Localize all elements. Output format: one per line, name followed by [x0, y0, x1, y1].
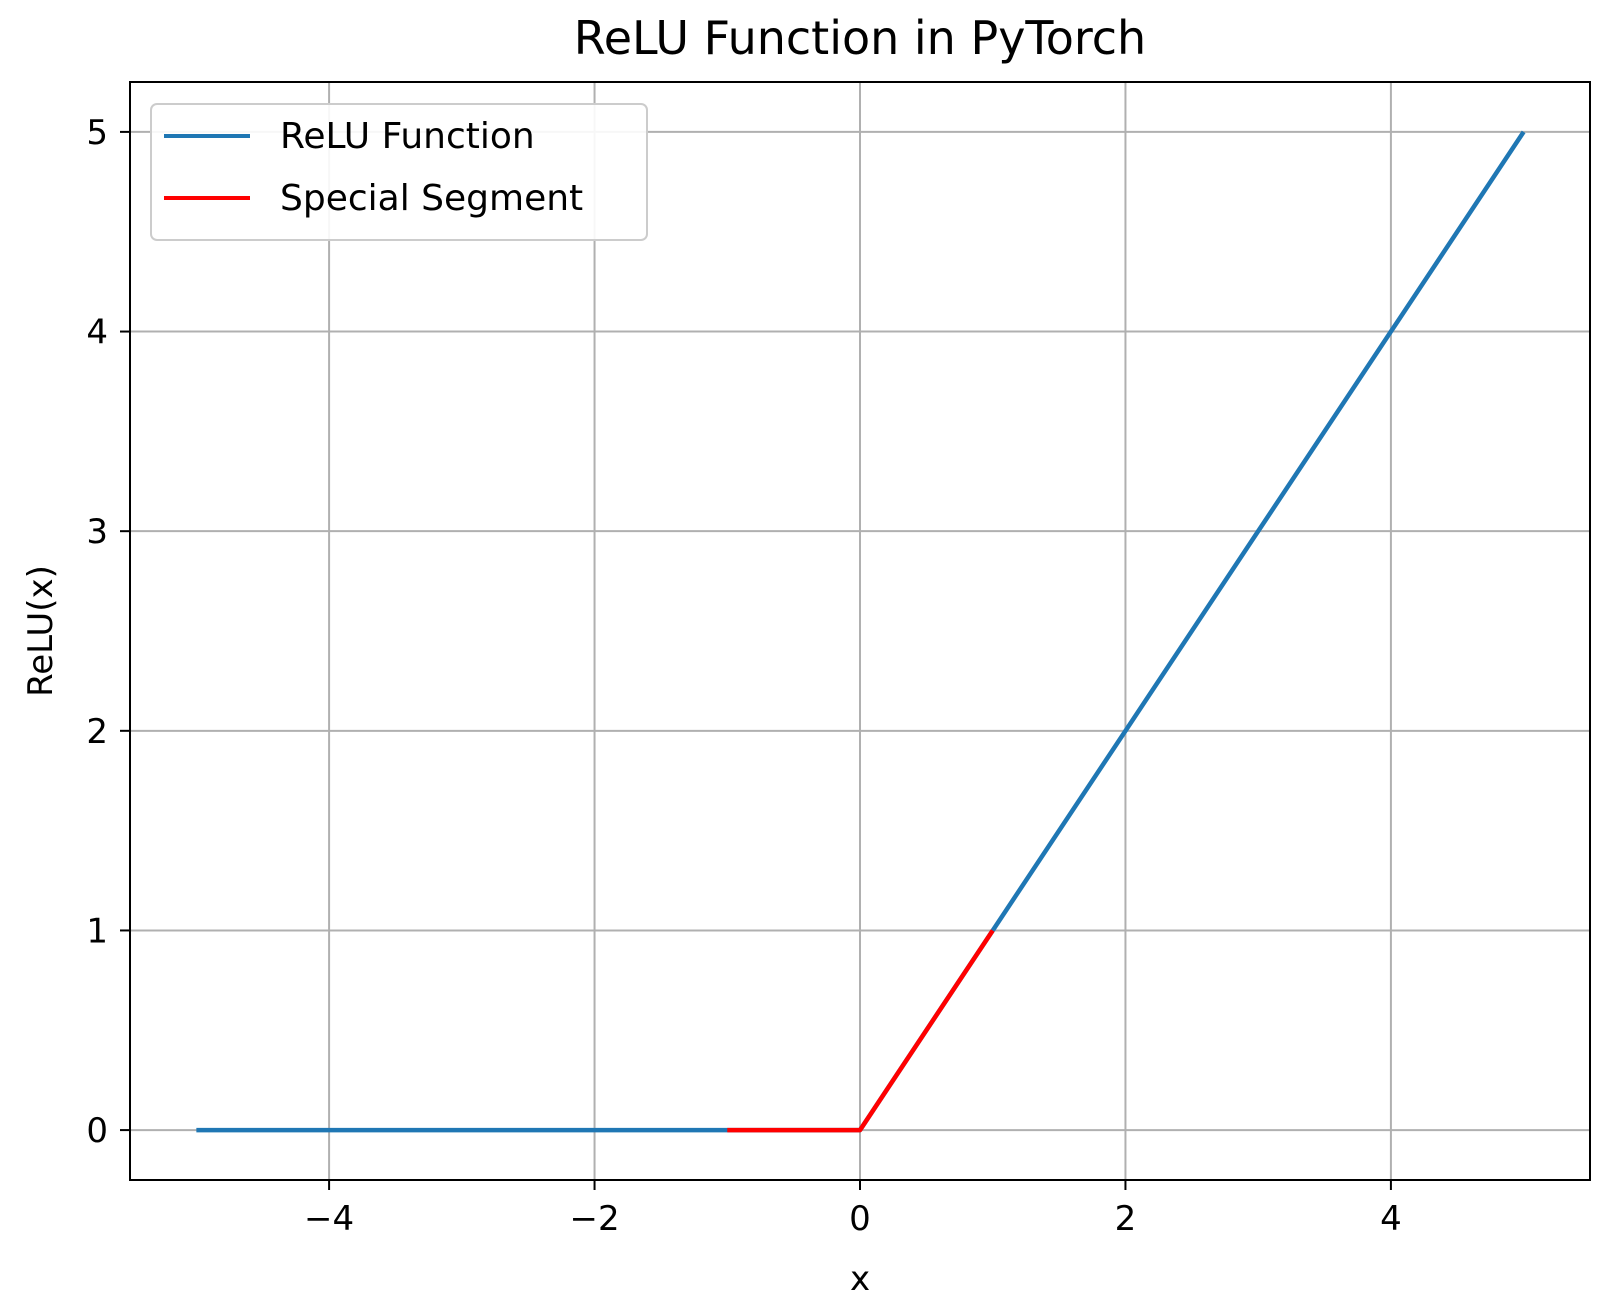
- y-tick-label: 2: [86, 712, 108, 752]
- legend: ReLU Function Special Segment: [150, 103, 648, 241]
- y-tick-label: 1: [86, 911, 108, 951]
- legend-label-special: Special Segment: [280, 178, 583, 219]
- series-lines: [196, 130, 1526, 1133]
- y-axis-label: ReLU(x): [21, 565, 61, 697]
- x-axis-label: x: [850, 1259, 870, 1299]
- x-tick-label: 4: [1380, 1199, 1402, 1239]
- y-tick-label: 4: [86, 313, 108, 353]
- legend-box: [150, 103, 648, 241]
- x-tick-label: 2: [1115, 1199, 1137, 1239]
- x-tick-label: −2: [569, 1199, 619, 1239]
- y-tick-label: 5: [86, 113, 108, 153]
- x-tick-label: −4: [304, 1199, 354, 1239]
- y-tick-label: 0: [86, 1111, 108, 1151]
- x-tick-label: 0: [849, 1199, 871, 1239]
- special-segment-line: [727, 929, 995, 1133]
- y-tick-label: 3: [86, 512, 108, 552]
- grid: [130, 82, 1590, 1180]
- chart-title: ReLU Function in PyTorch: [574, 11, 1146, 65]
- axis-ticks: −4 −2 0 2 4 0 1 2 3 4 5: [86, 113, 1401, 1239]
- legend-label-relu: ReLU Function: [280, 116, 535, 157]
